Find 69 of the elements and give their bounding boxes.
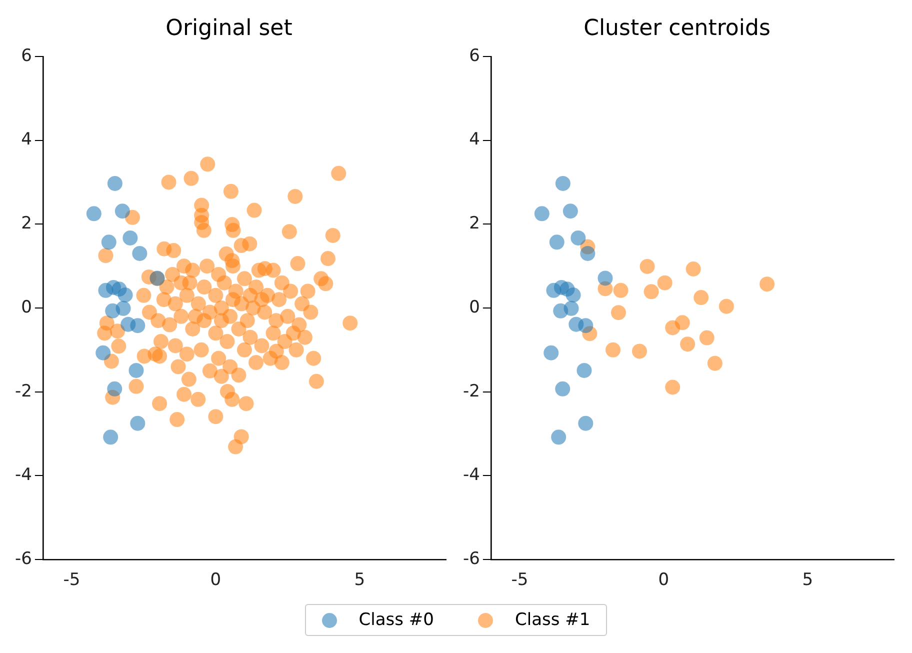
y-tick-label: -2 bbox=[14, 381, 32, 402]
point bbox=[564, 300, 579, 316]
point bbox=[534, 206, 550, 222]
point bbox=[576, 362, 592, 378]
y-tick-label: -2 bbox=[462, 381, 480, 402]
point bbox=[694, 290, 709, 306]
y-tick-label: -6 bbox=[462, 549, 480, 570]
y-tick-label: 2 bbox=[21, 214, 32, 234]
legend-label: Class #0 bbox=[358, 610, 434, 630]
point bbox=[578, 318, 594, 334]
y-tick-label: 6 bbox=[469, 46, 480, 66]
y-tick-label: 0 bbox=[469, 297, 480, 318]
x-tick-label: 5 bbox=[354, 570, 366, 590]
point bbox=[555, 381, 570, 396]
point bbox=[598, 270, 613, 286]
point bbox=[680, 336, 696, 352]
x-tick-label: 0 bbox=[658, 570, 670, 590]
point bbox=[103, 430, 118, 445]
y-tick-label: 6 bbox=[21, 46, 32, 66]
legend-label: Class #1 bbox=[515, 610, 590, 630]
point bbox=[96, 345, 111, 360]
point bbox=[632, 344, 648, 359]
point bbox=[107, 381, 122, 396]
point bbox=[128, 362, 144, 378]
y-tick-label: 4 bbox=[469, 130, 480, 150]
chart-title: Original set bbox=[166, 16, 293, 41]
y-tick-label: 4 bbox=[21, 130, 32, 150]
y-tick-label: -4 bbox=[14, 465, 32, 486]
point bbox=[665, 320, 680, 336]
point bbox=[544, 345, 559, 360]
x-tick-label: -5 bbox=[511, 570, 528, 590]
point bbox=[114, 204, 130, 219]
point bbox=[116, 300, 131, 316]
point bbox=[665, 380, 680, 395]
chart-title: Cluster centroids bbox=[584, 16, 770, 41]
point bbox=[686, 262, 701, 276]
point bbox=[613, 282, 628, 298]
point bbox=[718, 298, 734, 314]
point bbox=[122, 230, 138, 246]
y-tick-label: -6 bbox=[14, 549, 32, 570]
point bbox=[562, 204, 578, 219]
point bbox=[640, 258, 655, 274]
point bbox=[699, 330, 714, 346]
point bbox=[707, 356, 722, 371]
point bbox=[130, 318, 146, 334]
point bbox=[555, 176, 570, 191]
point bbox=[86, 206, 102, 222]
x-tick-label: -5 bbox=[63, 570, 80, 590]
point bbox=[551, 430, 566, 445]
y-tick-label: -4 bbox=[462, 465, 480, 486]
point bbox=[570, 230, 586, 246]
point bbox=[578, 416, 594, 431]
point bbox=[580, 246, 596, 261]
point bbox=[566, 288, 581, 302]
point bbox=[101, 234, 116, 250]
point bbox=[130, 416, 146, 431]
point bbox=[118, 288, 133, 302]
point bbox=[644, 284, 659, 300]
point bbox=[606, 342, 621, 358]
point bbox=[657, 275, 672, 290]
y-tick-label: 0 bbox=[21, 297, 32, 318]
point bbox=[132, 246, 148, 261]
point bbox=[549, 234, 564, 250]
x-tick-label: 0 bbox=[210, 570, 222, 590]
x-tick-label: 5 bbox=[802, 570, 814, 590]
y-tick-label: 2 bbox=[469, 214, 480, 234]
point bbox=[760, 276, 775, 292]
point bbox=[107, 176, 122, 191]
point bbox=[610, 305, 626, 320]
